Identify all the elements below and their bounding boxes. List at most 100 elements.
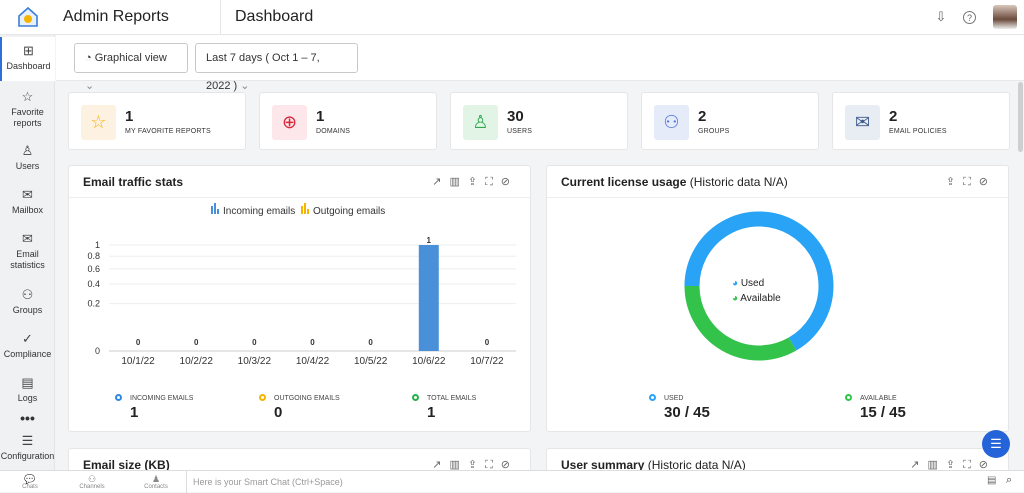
sidebar-item-favorite-reports[interactable]: ☆ Favorite reports xyxy=(0,89,55,129)
view-dropdown[interactable]: ◔ Graphical view ⌄ xyxy=(74,43,188,92)
legend-incoming[interactable]: Incoming emails xyxy=(223,206,295,217)
fullscreen-icon[interactable]: ⛶ xyxy=(963,459,979,471)
email-stats-icon: ✉ xyxy=(22,231,33,246)
sidebar-item-compliance[interactable]: ✓ Compliance xyxy=(0,331,55,360)
data-label: 0 xyxy=(252,338,257,347)
stat-used: USED 30 / 45 xyxy=(649,394,710,421)
sidebar-item-label: Dashboard xyxy=(6,61,51,71)
legend-icon xyxy=(304,203,306,214)
export-icon[interactable]: ⇪ xyxy=(945,176,964,188)
card-label: GROUPS xyxy=(698,128,730,135)
pie-icon: ◕ xyxy=(732,293,739,304)
sidebar-item-email-statistics[interactable]: ✉ Email statistics xyxy=(0,231,55,271)
hide-icon[interactable]: ⊘ xyxy=(500,176,518,188)
summary-card-users[interactable]: ♙ 30 USERS xyxy=(450,92,628,150)
sidebar-item-label: Groups xyxy=(12,305,43,315)
data-label: 0 xyxy=(310,338,315,347)
donut-slice-available[interactable] xyxy=(684,285,797,361)
data-label: 0 xyxy=(368,338,373,347)
x-tick-label: 10/4/22 xyxy=(296,356,330,367)
sidebar-item-configuration[interactable]: ☰ Configuration xyxy=(0,433,55,462)
export-icon[interactable]: ⇪ xyxy=(467,459,486,471)
sidebar-item-dashboard[interactable]: ⊞ Dashboard xyxy=(0,37,55,81)
export-icon[interactable]: ⇪ xyxy=(467,176,486,188)
stat-value: 1 xyxy=(427,404,436,421)
log-icon: ▤ xyxy=(21,375,34,390)
donut-legend: ◕ Used ◕ Available xyxy=(732,276,781,306)
groups-icon: ⚇ xyxy=(21,287,34,302)
card-value: 2 xyxy=(889,108,898,125)
hide-icon[interactable]: ⊘ xyxy=(978,459,996,471)
fullscreen-icon[interactable]: ⛶ xyxy=(963,176,979,188)
notes-icon[interactable]: ▤ xyxy=(987,475,997,486)
legend-available[interactable]: ◕ Available xyxy=(732,293,781,304)
stat-outgoing: OUTGOING EMAILS 0 xyxy=(259,394,340,421)
legend-outgoing[interactable]: Outgoing emails xyxy=(313,206,385,217)
email-policies-icon: ✉ xyxy=(845,105,880,140)
y-tick-label: 1 xyxy=(95,240,100,250)
stat-value: 0 xyxy=(274,404,283,421)
groups-icon: ⚇ xyxy=(654,105,689,140)
scrollbar[interactable] xyxy=(1018,82,1023,152)
sidebar-item-mailbox[interactable]: ✉ Mailbox xyxy=(0,187,55,216)
sidebar-item-groups[interactable]: ⚇ Groups xyxy=(0,287,55,316)
chat-icon: 💬 xyxy=(24,474,36,484)
panel-title: Email traffic stats xyxy=(83,175,184,189)
y-tick-label: 0.4 xyxy=(87,279,100,289)
chats-tab[interactable]: 💬 Chats xyxy=(10,474,50,490)
sidebar-item-users[interactable]: ♙ Users xyxy=(0,143,55,172)
open-report-icon[interactable]: ↗ xyxy=(432,459,450,471)
summary-card-email-policies[interactable]: ✉ 2 EMAIL POLICIES xyxy=(832,92,1010,150)
x-tick-label: 10/2/22 xyxy=(180,356,214,367)
search-icon[interactable]: ⌕ xyxy=(1006,474,1013,486)
card-value: 1 xyxy=(125,108,134,125)
date-range-dropdown[interactable]: Last 7 days ( Oct 1 – 7, 2022 ) ⌄ xyxy=(195,43,358,92)
open-report-icon[interactable]: ↗ xyxy=(910,459,928,471)
fullscreen-icon[interactable]: ⛶ xyxy=(485,176,501,188)
fullscreen-icon[interactable]: ⛶ xyxy=(485,459,501,471)
hide-icon[interactable]: ⊘ xyxy=(500,459,518,471)
legend-icon xyxy=(211,206,213,214)
check-circle-icon: ✓ xyxy=(22,331,33,346)
smart-chat-input[interactable]: Here is your Smart Chat (Ctrl+Space) xyxy=(186,471,976,493)
help-icon[interactable]: ? xyxy=(963,11,976,24)
pie-icon: ◕ xyxy=(732,278,739,289)
legend-icon xyxy=(301,206,303,214)
more-icon[interactable]: ••• xyxy=(20,410,35,426)
pie-chart-icon: ◔ xyxy=(85,52,95,64)
sidebar-item-logs[interactable]: ▤ Logs xyxy=(0,375,55,404)
sidebar: ⊞ Dashboard ☆ Favorite reports ♙ Users ✉ Mai… xyxy=(0,35,55,470)
chart-type-icon[interactable]: ▥ xyxy=(449,459,468,471)
card-value: 2 xyxy=(698,108,707,125)
cloud-download-icon[interactable]: ⇩ xyxy=(935,9,947,24)
chart-type-icon[interactable]: ▥ xyxy=(927,459,946,471)
sliders-icon: ☰ xyxy=(21,433,34,448)
email-traffic-panel: Email traffic stats ↗▥⇪⛶⊘ Incoming emails… xyxy=(68,165,531,432)
grid-icon: ⊞ xyxy=(23,43,34,58)
page-title: Dashboard xyxy=(235,8,314,25)
sidebar-item-label: Users xyxy=(15,161,40,171)
sidebar-item-label: Favorite reports xyxy=(11,107,44,128)
summary-card-favorite-reports[interactable]: ☆ 1 MY FAVORITE REPORTS xyxy=(68,92,246,150)
panel-title: User summary (Historic data N/A) xyxy=(561,458,746,472)
card-label: MY FAVORITE REPORTS xyxy=(125,128,211,135)
legend-used[interactable]: ◕ Used xyxy=(732,278,765,289)
sidebar-item-label: Mailbox xyxy=(11,205,43,215)
avatar[interactable] xyxy=(993,5,1017,29)
customize-button[interactable]: ☰ xyxy=(982,430,1010,458)
export-icon[interactable]: ⇪ xyxy=(945,459,964,471)
summary-card-domains[interactable]: ⊕ 1 DOMAINS xyxy=(259,92,437,150)
outgoing-dot-icon xyxy=(259,394,266,401)
summary-card-groups[interactable]: ⚇ 2 GROUPS xyxy=(641,92,819,150)
chart-type-icon[interactable]: ▥ xyxy=(449,176,468,188)
favorite-reports-icon: ☆ xyxy=(81,105,116,140)
contacts-tab[interactable]: ♟ Contacts xyxy=(136,474,176,490)
x-tick-label: 10/5/22 xyxy=(354,356,388,367)
donut-slice-used[interactable] xyxy=(684,211,834,351)
open-report-icon[interactable]: ↗ xyxy=(432,176,450,188)
bar-incoming[interactable] xyxy=(418,245,439,351)
chevron-down-icon: ⌄ xyxy=(240,80,250,92)
hide-icon[interactable]: ⊘ xyxy=(978,176,996,188)
channels-tab[interactable]: ⚇ Channels xyxy=(72,474,112,490)
stat-total: TOTAL EMAILS 1 xyxy=(412,394,476,421)
